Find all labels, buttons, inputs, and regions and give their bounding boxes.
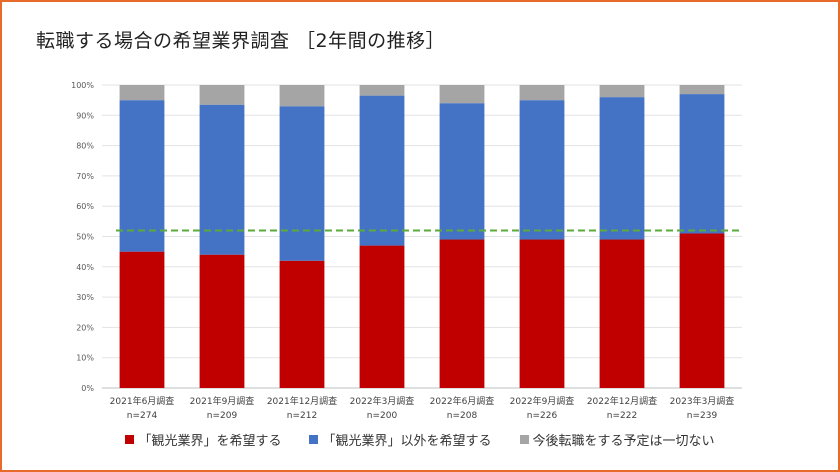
- legend-swatch: [125, 435, 135, 444]
- x-tick-label: 2021年9月調査: [190, 395, 255, 407]
- x-sample-size-label: n=222: [607, 411, 637, 421]
- legend-label: 今後転職をする予定は一切ない: [532, 434, 715, 449]
- x-tick-label: 2021年12月調査: [267, 395, 337, 407]
- bar-segment-series-2: [199, 104, 245, 255]
- chart-legend: 「観光業界」を希望する 「観光業界」以外を希望する 今後転職をする予定は一切ない: [0, 430, 840, 449]
- x-tick-label: 2022年9月調査: [510, 395, 575, 407]
- y-tick-label: 100%: [71, 81, 94, 90]
- bar-segment-series-1: [119, 251, 165, 388]
- bar-segment-series-1: [279, 260, 325, 388]
- legend-label: 「観光業界」を希望する: [138, 434, 282, 449]
- y-tick-label: 80%: [76, 142, 94, 151]
- y-tick-label: 90%: [76, 111, 94, 120]
- bar-segment-series-2: [359, 95, 405, 246]
- y-tick-label: 30%: [76, 293, 94, 302]
- legend-item: 「観光業界」以外を希望する: [309, 430, 492, 449]
- x-tick-label: 2023年3月調査: [670, 395, 735, 407]
- y-tick-label: 60%: [76, 202, 94, 211]
- bar-segment-series-3: [599, 85, 645, 98]
- y-tick-label: 0%: [81, 384, 94, 393]
- legend-label: 「観光業界」以外を希望する: [322, 434, 492, 449]
- legend-item: 今後転職をする予定は一切ない: [519, 430, 715, 449]
- bar-segment-series-3: [439, 85, 485, 104]
- chart-title: 転職する場合の希望業界調査 ［2年間の推移］: [36, 30, 446, 52]
- bar-segment-series-2: [119, 100, 165, 252]
- bar-segment-series-3: [359, 85, 405, 96]
- bar-segment-series-2: [519, 100, 565, 240]
- y-tick-label: 10%: [76, 354, 94, 363]
- bar-segment-series-2: [599, 97, 645, 240]
- x-tick-label: 2022年3月調査: [350, 395, 415, 407]
- x-tick-label: 2022年12月調査: [587, 395, 657, 407]
- bar-segment-series-1: [679, 233, 725, 388]
- x-sample-size-label: n=208: [447, 411, 478, 421]
- y-tick-label: 50%: [76, 233, 94, 242]
- bar-segment-series-2: [279, 106, 325, 261]
- legend-swatch: [309, 435, 319, 444]
- bar-segment-series-3: [279, 85, 325, 107]
- y-tick-label: 20%: [76, 323, 94, 332]
- bar-segment-series-1: [599, 239, 645, 388]
- x-tick-label: 2022年6月調査: [430, 395, 495, 407]
- bar-segment-series-1: [439, 239, 485, 388]
- legend-swatch: [519, 435, 529, 444]
- y-tick-label: 70%: [76, 172, 94, 181]
- x-sample-size-label: n=274: [127, 411, 158, 421]
- x-sample-size-label: n=226: [527, 411, 558, 421]
- x-sample-size-label: n=209: [207, 411, 238, 421]
- bar-segment-series-2: [679, 94, 725, 234]
- x-tick-label: 2021年6月調査: [110, 395, 175, 407]
- bar-segment-series-3: [679, 85, 725, 95]
- bar-segment-series-1: [519, 239, 565, 388]
- x-sample-size-label: n=212: [287, 411, 317, 421]
- bar-segment-series-1: [199, 254, 245, 388]
- bar-segment-series-1: [359, 245, 405, 388]
- y-tick-label: 40%: [76, 263, 94, 272]
- x-sample-size-label: n=239: [687, 411, 718, 421]
- x-sample-size-label: n=200: [367, 411, 398, 421]
- bar-segment-series-3: [519, 85, 565, 101]
- bar-segment-series-2: [439, 103, 485, 240]
- legend-item: 「観光業界」を希望する: [125, 430, 281, 449]
- bar-segment-series-3: [119, 85, 165, 101]
- bar-segment-series-3: [199, 85, 245, 105]
